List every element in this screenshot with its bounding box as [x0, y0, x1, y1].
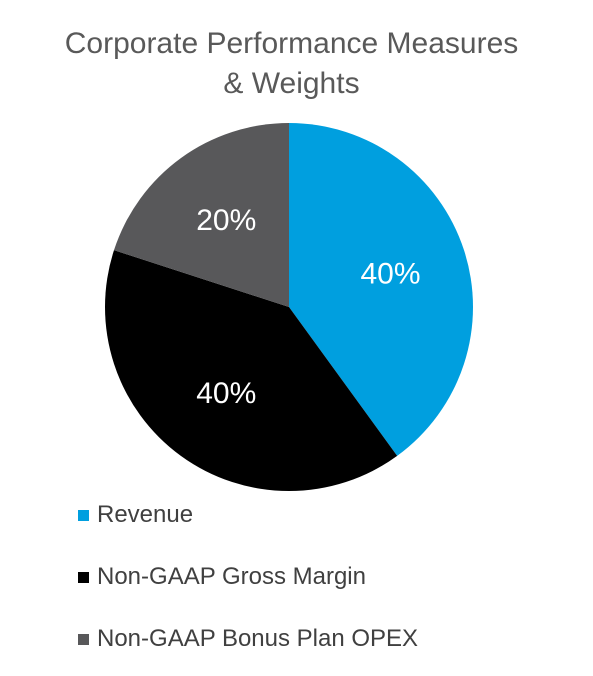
- legend-swatch-gross-margin: [78, 571, 89, 583]
- legend-swatch-revenue: [78, 509, 89, 521]
- pie-slice-gross-margin: [104, 250, 398, 492]
- legend-label-bonus-plan-opex: Non-GAAP Bonus Plan OPEX: [97, 625, 419, 652]
- pie-slice-revenue: [289, 123, 474, 456]
- data-label-gross-margin: 40%: [196, 377, 256, 410]
- chart-title: Corporate Performance Measures & Weights: [0, 24, 583, 104]
- legend-item-revenue: Revenue: [78, 500, 193, 530]
- legend-label-revenue: Revenue: [97, 501, 194, 528]
- chart-title-line-2: & Weights: [223, 67, 360, 100]
- legend-label-gross-margin: Non-GAAP Gross Margin: [97, 563, 366, 590]
- pie-slice-bonus-plan-opex: [114, 123, 289, 307]
- legend-swatch-bonus-plan-opex: [78, 633, 89, 645]
- chart-title-line-1: Corporate Performance Measures: [64, 27, 519, 60]
- legend-item-bonus-plan-opex: Non-GAAP Bonus Plan OPEX: [78, 624, 418, 654]
- data-label-bonus-plan-opex: 20%: [196, 204, 256, 237]
- legend-item-gross-margin: Non-GAAP Gross Margin: [78, 562, 366, 592]
- data-label-revenue: 40%: [360, 258, 420, 291]
